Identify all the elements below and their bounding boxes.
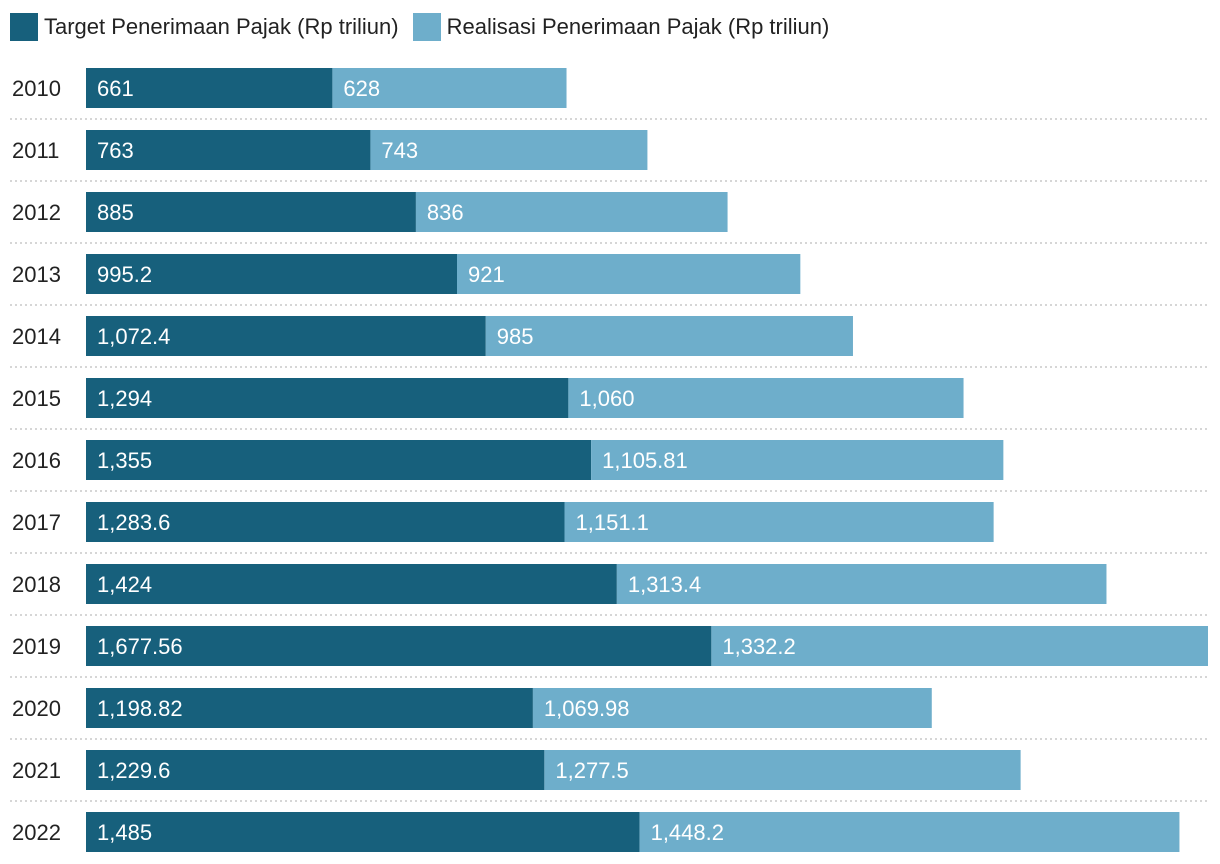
bar-realisasi-2016 <box>591 440 1004 480</box>
legend-item-realisasi: Realisasi Penerimaan Pajak (Rp triliun) <box>412 13 830 41</box>
bar-realisasi-2010 <box>332 68 567 108</box>
bar-target-2019 <box>86 626 712 666</box>
category-label-2011: 2011 <box>12 138 59 163</box>
data-label-realisasi-2014: 985 <box>497 324 534 349</box>
bar-target-2022 <box>86 812 640 852</box>
bar-realisasi-2018 <box>616 564 1107 604</box>
data-label-target-2015: 1,294 <box>97 386 152 411</box>
data-label-realisasi-2015: 1,060 <box>579 386 634 411</box>
bar-realisasi-2014 <box>485 316 853 356</box>
legend-label-target: Target Penerimaan Pajak (Rp triliun) <box>44 14 399 39</box>
bar-target-2014 <box>86 316 486 356</box>
legend-label-realisasi: Realisasi Penerimaan Pajak (Rp triliun) <box>446 14 830 39</box>
bar-target-2012 <box>86 192 416 232</box>
category-label-2018: 2018 <box>12 572 61 597</box>
category-label-2020: 2020 <box>12 696 61 721</box>
bar-realisasi-2021 <box>544 750 1021 790</box>
data-label-realisasi-2018: 1,313.4 <box>628 572 701 597</box>
data-label-target-2019: 1,677.56 <box>97 634 183 659</box>
category-label-2013: 2013 <box>12 262 61 287</box>
data-label-realisasi-2020: 1,069.98 <box>544 696 630 721</box>
category-label-2015: 2015 <box>12 386 61 411</box>
legend-item-target: Target Penerimaan Pajak (Rp triliun) <box>10 13 399 41</box>
data-label-target-2020: 1,198.82 <box>97 696 183 721</box>
bar-target-2020 <box>86 688 533 728</box>
data-label-target-2011: 763 <box>97 138 134 163</box>
data-label-realisasi-2010: 628 <box>343 76 380 101</box>
data-label-target-2022: 1,485 <box>97 820 152 845</box>
data-label-target-2018: 1,424 <box>97 572 152 597</box>
legend-swatch-realisasi <box>412 13 441 41</box>
category-label-2017: 2017 <box>12 510 61 535</box>
category-label-2019: 2019 <box>12 634 61 659</box>
data-label-target-2017: 1,283.6 <box>97 510 170 535</box>
bar-realisasi-2022 <box>639 812 1180 852</box>
data-label-realisasi-2013: 921 <box>468 262 505 287</box>
category-label-2012: 2012 <box>12 200 61 225</box>
bar-target-2015 <box>86 378 569 418</box>
category-label-2014: 2014 <box>12 324 61 349</box>
data-label-target-2013: 995.2 <box>97 262 152 287</box>
bar-target-2010 <box>86 68 333 108</box>
data-label-target-2012: 885 <box>97 200 134 225</box>
bar-target-2013 <box>86 254 457 294</box>
bar-target-2016 <box>86 440 592 480</box>
bar-target-2017 <box>86 502 565 542</box>
data-label-realisasi-2016: 1,105.81 <box>602 448 688 473</box>
bar-realisasi-2012 <box>415 192 728 232</box>
data-label-target-2021: 1,229.6 <box>97 758 170 783</box>
data-label-target-2016: 1,355 <box>97 448 152 473</box>
bar-target-2021 <box>86 750 545 790</box>
bar-realisasi-2020 <box>532 688 932 728</box>
data-label-realisasi-2021: 1,277.5 <box>555 758 628 783</box>
legend: Target Penerimaan Pajak (Rp triliun) Rea… <box>10 12 829 42</box>
bar-realisasi-2013 <box>456 254 801 294</box>
data-label-target-2014: 1,072.4 <box>97 324 170 349</box>
bar-realisasi-2011 <box>370 130 648 170</box>
category-label-2021: 2021 <box>12 758 61 783</box>
data-label-realisasi-2019: 1,332.2 <box>722 634 795 659</box>
data-label-target-2010: 661 <box>97 76 134 101</box>
legend-swatch-target <box>10 13 38 41</box>
bar-target-2018 <box>86 564 617 604</box>
bar-realisasi-2017 <box>564 502 994 542</box>
category-label-2010: 2010 <box>12 76 61 101</box>
data-label-realisasi-2011: 743 <box>381 138 418 163</box>
data-label-realisasi-2017: 1,151.1 <box>576 510 649 535</box>
bar-realisasi-2015 <box>568 378 964 418</box>
bar-realisasi-2019 <box>711 626 1208 666</box>
category-label-2016: 2016 <box>12 448 61 473</box>
data-label-realisasi-2022: 1,448.2 <box>651 820 724 845</box>
bar-target-2011 <box>86 130 371 170</box>
category-label-2022: 2022 <box>12 820 61 845</box>
data-label-realisasi-2012: 836 <box>427 200 464 225</box>
